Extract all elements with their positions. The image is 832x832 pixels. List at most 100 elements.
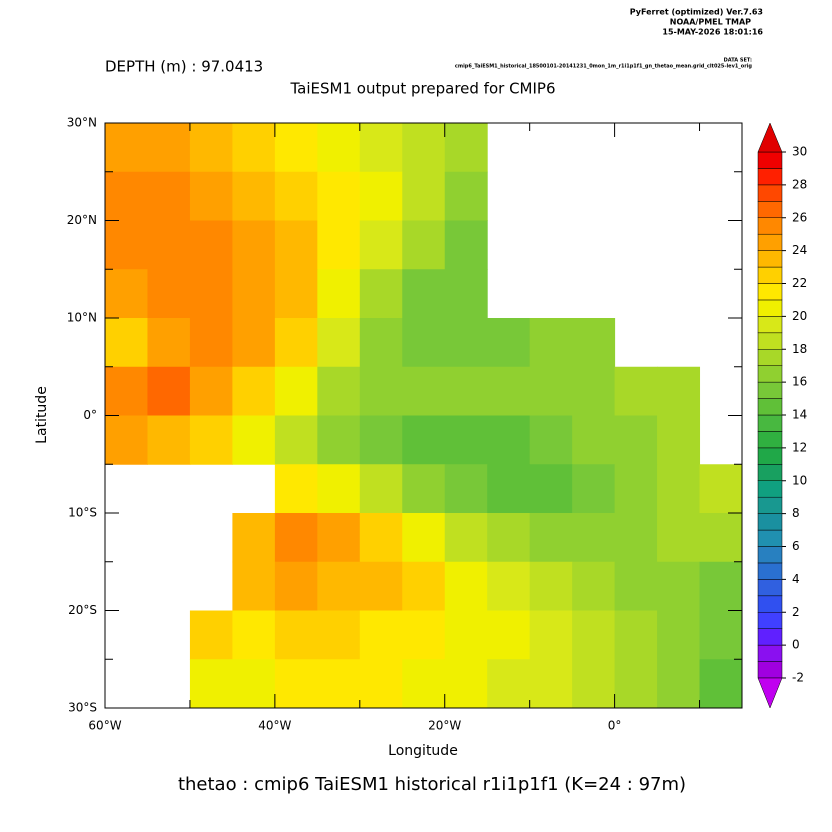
- cell: [657, 415, 701, 465]
- cell: [529, 366, 573, 416]
- cell: [147, 171, 191, 221]
- colorbar-band: [757, 299, 783, 317]
- cell: [359, 513, 403, 563]
- cell: [189, 366, 233, 416]
- cell: [699, 659, 743, 709]
- cell: [614, 366, 658, 416]
- cell: [317, 610, 361, 660]
- cell: [402, 561, 446, 611]
- colorbar-band: [757, 480, 783, 498]
- cell: [189, 269, 233, 319]
- cell: [359, 659, 403, 709]
- cell: [105, 366, 148, 416]
- cell: [657, 659, 701, 709]
- cell: [317, 464, 361, 514]
- cell: [232, 561, 276, 611]
- colorbar-tick-label: 16: [792, 375, 807, 389]
- cell: [317, 318, 361, 368]
- cell: [317, 513, 361, 563]
- cell: [529, 513, 573, 563]
- colorbar-tick-label: 14: [792, 408, 807, 422]
- y-tick-label: 20°S: [68, 603, 97, 617]
- cell: [444, 610, 488, 660]
- cell: [147, 366, 191, 416]
- cell: [359, 123, 403, 173]
- cell: [444, 415, 488, 465]
- cell: [487, 659, 531, 709]
- cell: [105, 123, 148, 173]
- colorbar-band: [757, 414, 783, 432]
- colorbar-above: [757, 122, 783, 153]
- colorbar-band: [757, 595, 783, 613]
- cell: [529, 659, 573, 709]
- cell: [232, 415, 276, 465]
- cell: [274, 561, 318, 611]
- colorbar-tick-label: 4: [792, 572, 800, 586]
- cell: [444, 318, 488, 368]
- colorbar-tick-label: 0: [792, 638, 800, 652]
- cell: [232, 610, 276, 660]
- colorbar-band: [757, 398, 783, 416]
- cell: [572, 659, 616, 709]
- cell: [487, 513, 531, 563]
- cell: [572, 366, 616, 416]
- y-tick-label: 30°S: [68, 701, 97, 715]
- cell: [317, 220, 361, 270]
- cell: [274, 415, 318, 465]
- header-line: PyFerret (optimized) Ver.7.63: [630, 8, 763, 17]
- cell: [317, 366, 361, 416]
- y-tick-label: 0°: [83, 408, 97, 422]
- cell: [402, 318, 446, 368]
- colorbar-band: [757, 233, 783, 251]
- cell: [614, 464, 658, 514]
- cell: [657, 464, 701, 514]
- cell: [402, 513, 446, 563]
- cell: [274, 269, 318, 319]
- cell: [105, 269, 148, 319]
- colorbar-band: [757, 628, 783, 646]
- cell: [402, 415, 446, 465]
- colorbar-band: [757, 283, 783, 301]
- colorbar-tick-label: 12: [792, 440, 807, 454]
- y-tick-label: 10°N: [67, 311, 97, 325]
- colorbar-band: [757, 447, 783, 465]
- cell: [402, 123, 446, 173]
- cell: [444, 513, 488, 563]
- cell: [614, 513, 658, 563]
- depth: DEPTH (m) : 97.0413: [105, 58, 263, 76]
- cell: [487, 610, 531, 660]
- cell: [359, 464, 403, 514]
- colorbar-tick-label: 26: [792, 210, 807, 224]
- y-axis-label: Latitude: [34, 386, 50, 444]
- cell: [317, 123, 361, 173]
- cell: [444, 171, 488, 221]
- cell: [529, 318, 573, 368]
- cell: [232, 318, 276, 368]
- colorbar-tick-label: 8: [792, 506, 800, 520]
- cell: [487, 318, 531, 368]
- cell: [529, 610, 573, 660]
- cell: [529, 464, 573, 514]
- colorbar-band: [757, 316, 783, 334]
- cell: [189, 123, 233, 173]
- colorbar-band: [757, 381, 783, 399]
- colorbar-tick-label: 24: [792, 243, 807, 257]
- colorbar-tick-label: 18: [792, 342, 807, 356]
- colorbar-band: [757, 612, 783, 629]
- cell: [402, 171, 446, 221]
- colorbar-band: [757, 349, 783, 366]
- cell: [699, 610, 743, 660]
- cell: [232, 123, 276, 173]
- cell: [614, 415, 658, 465]
- cell: [444, 561, 488, 611]
- x-tick-label: 60°W: [88, 719, 121, 733]
- cell: [529, 415, 573, 465]
- cell: [359, 610, 403, 660]
- cell: [572, 415, 616, 465]
- header-line: NOAA/PMEL TMAP: [670, 18, 751, 27]
- cell: [359, 220, 403, 270]
- cell: [189, 610, 233, 660]
- cell: [614, 561, 658, 611]
- colorbar-band: [757, 644, 783, 662]
- cell: [444, 659, 488, 709]
